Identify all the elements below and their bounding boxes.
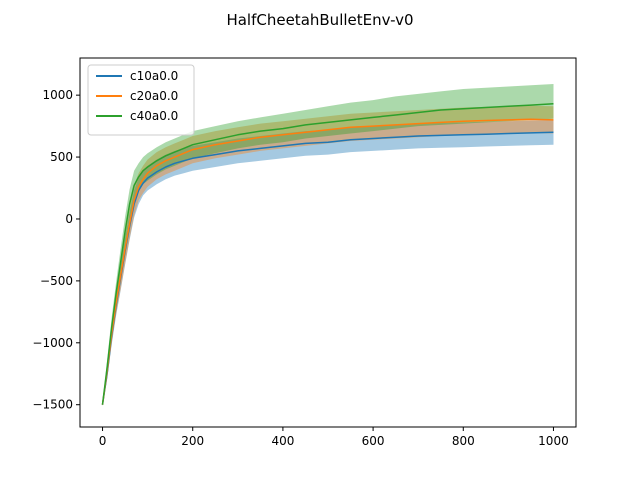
x-axis: 0 200 400 600 800 1000	[99, 427, 569, 448]
chart-title: HalfCheetahBulletEnv-v0	[226, 11, 413, 29]
x-tick-label: 800	[452, 434, 475, 448]
y-tick-label: 1000	[42, 88, 73, 102]
plot-frame	[79, 57, 577, 428]
legend: c10a0.0 c20a0.0 c40a0.0	[87, 64, 195, 136]
confidence-bands	[102, 84, 554, 406]
line-c40a0.0	[101, 103, 554, 405]
y-axis: −1500 −1000 −500 0 500 1000	[32, 88, 80, 412]
y-tick-label: −1500	[32, 398, 73, 412]
y-tick-label: −1000	[32, 336, 73, 350]
legend-box	[87, 64, 195, 136]
line-c20a0.0	[101, 118, 554, 405]
x-tick-label: 400	[271, 434, 294, 448]
x-tick-label: 0	[99, 434, 107, 448]
series-lines	[101, 103, 554, 405]
x-tick-label: 200	[181, 434, 204, 448]
y-tick-label: 0	[65, 212, 73, 226]
x-tick-label: 600	[362, 434, 385, 448]
legend-label: c40a0.0	[130, 109, 178, 123]
x-tick-label: 1000	[538, 434, 569, 448]
y-tick-label: 500	[50, 150, 73, 164]
legend-label: c20a0.0	[130, 89, 178, 103]
legend-label: c10a0.0	[130, 69, 178, 83]
band-c40a0.0	[102, 84, 554, 406]
y-tick-label: −500	[40, 274, 73, 288]
